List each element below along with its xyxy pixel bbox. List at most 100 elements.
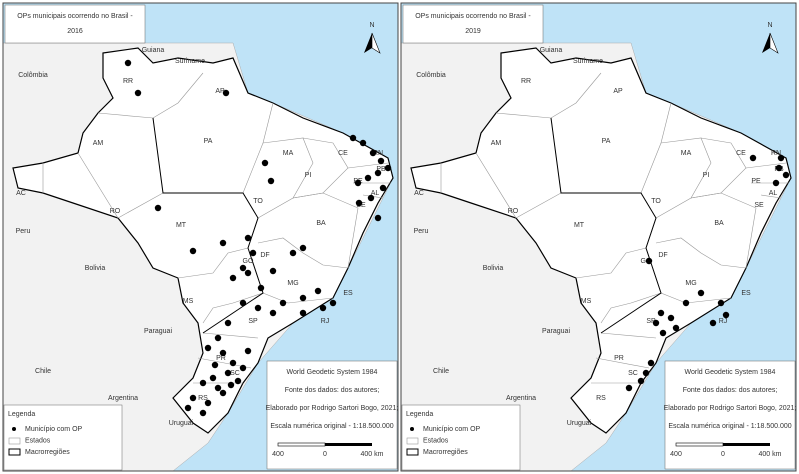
state-label: GO (243, 258, 254, 265)
note: Fonte dos dados: dos autores; (683, 387, 778, 394)
municipality-dot (279, 299, 287, 307)
state-label: BA (714, 220, 724, 227)
scale-label: 400 km (759, 451, 782, 458)
country-label: Paraguai (542, 328, 570, 335)
macro-borders (152, 117, 264, 334)
municipality-dot (369, 149, 377, 157)
state-label: SE (754, 202, 764, 209)
panel-frame (2, 2, 399, 472)
municipality-dot (354, 179, 362, 187)
municipality-dot (267, 177, 275, 185)
map-title: 2016 (67, 28, 83, 35)
state-label: PR (614, 355, 624, 362)
municipality-dot (709, 319, 717, 327)
state-label: AM (93, 140, 104, 147)
municipality-dot (244, 347, 252, 355)
state-label: AM (491, 140, 502, 147)
municipality-dot (124, 59, 132, 67)
map-title: OPs municipais ocorrendo no Brasil - (17, 13, 133, 20)
north-label: N (369, 22, 374, 29)
municipality-dot (289, 249, 297, 257)
municipality-dot (219, 239, 227, 247)
state-label: MS (183, 298, 194, 305)
state-label: SC (230, 370, 240, 377)
state-label: AL (769, 190, 778, 197)
state-label: MT (176, 222, 187, 229)
municipality-dot (642, 369, 650, 377)
municipality-dot (244, 234, 252, 242)
scale-left (675, 442, 724, 447)
north-arrow-half (371, 32, 381, 54)
state-label: MS (581, 298, 592, 305)
state-label: SP (248, 318, 258, 325)
notes-box (664, 360, 796, 470)
legend-item: Município com OP (25, 426, 83, 433)
municipality-dot (777, 154, 785, 162)
state-label: PI (305, 172, 312, 179)
municipality-dot (782, 171, 790, 179)
municipality-dot (227, 381, 235, 389)
country-label: Guiana (540, 47, 563, 54)
north-arrow (364, 33, 372, 53)
state-label: AP (613, 88, 623, 95)
scale-right (325, 443, 372, 446)
municipality-dot (239, 364, 247, 372)
state-label: RO (110, 208, 121, 215)
country-label: Argentina (108, 395, 138, 402)
legend-item: Município com OP (423, 426, 481, 433)
legend-dot (12, 427, 16, 431)
state-label: MA (283, 150, 294, 157)
municipality-dot (154, 204, 162, 212)
state-label: BA (316, 220, 326, 227)
state-label: ES (343, 290, 353, 297)
state-label: RN (373, 150, 383, 157)
state-label: PA (602, 138, 611, 145)
state-label: TO (253, 198, 263, 205)
municipality-dot (314, 287, 322, 295)
country-label: Bolivia (85, 265, 106, 272)
municipality-dot (749, 154, 757, 162)
municipality-dot (682, 299, 690, 307)
state-label: SC (628, 370, 638, 377)
map-panel: RRAPAMPAMACERNPBPEALSEPITOBAROACMTGODFMS… (2, 2, 399, 472)
municipality-dot (299, 294, 307, 302)
municipality-dot (319, 304, 327, 312)
municipality-dot (329, 299, 337, 307)
title-box (402, 4, 544, 44)
municipality-dot (239, 264, 247, 272)
state-label: ES (741, 290, 751, 297)
legend-box (401, 404, 521, 471)
municipality-dot (134, 89, 142, 97)
municipality-dot (239, 299, 247, 307)
north-label: N (767, 22, 772, 29)
municipality-dot (367, 194, 375, 202)
legend-item: Estados (25, 437, 51, 444)
scale-label: 0 (721, 451, 725, 458)
municipality-dot (697, 289, 705, 297)
note: Elaborado por Rodrigo Sartori Bogo, 2021… (664, 405, 797, 412)
municipality-dot (209, 374, 217, 382)
municipality-dot (244, 269, 252, 277)
note: World Geodetic System 1984 (685, 369, 776, 376)
municipality-dot (659, 329, 667, 337)
municipality-dot (269, 267, 277, 275)
legend-state (8, 437, 21, 445)
municipality-dot (189, 394, 197, 402)
municipality-dot (199, 379, 207, 387)
scale-label: 0 (323, 451, 327, 458)
municipality-dot (384, 164, 392, 172)
municipality-dot (222, 89, 230, 97)
legend-state (406, 437, 419, 445)
map-title: 2019 (465, 28, 481, 35)
country-label: Paraguai (144, 328, 172, 335)
municipality-dot (214, 334, 222, 342)
municipality-dot (219, 389, 227, 397)
municipality-dot (184, 404, 192, 412)
municipality-dot (625, 384, 633, 392)
country-label: Colômbia (416, 72, 446, 79)
state-label: MA (681, 150, 692, 157)
note: Escala numérica original - 1:18.500.000 (668, 423, 791, 430)
scale-left (277, 442, 326, 447)
state-label: RO (508, 208, 519, 215)
country-label: Suriname (175, 58, 205, 65)
